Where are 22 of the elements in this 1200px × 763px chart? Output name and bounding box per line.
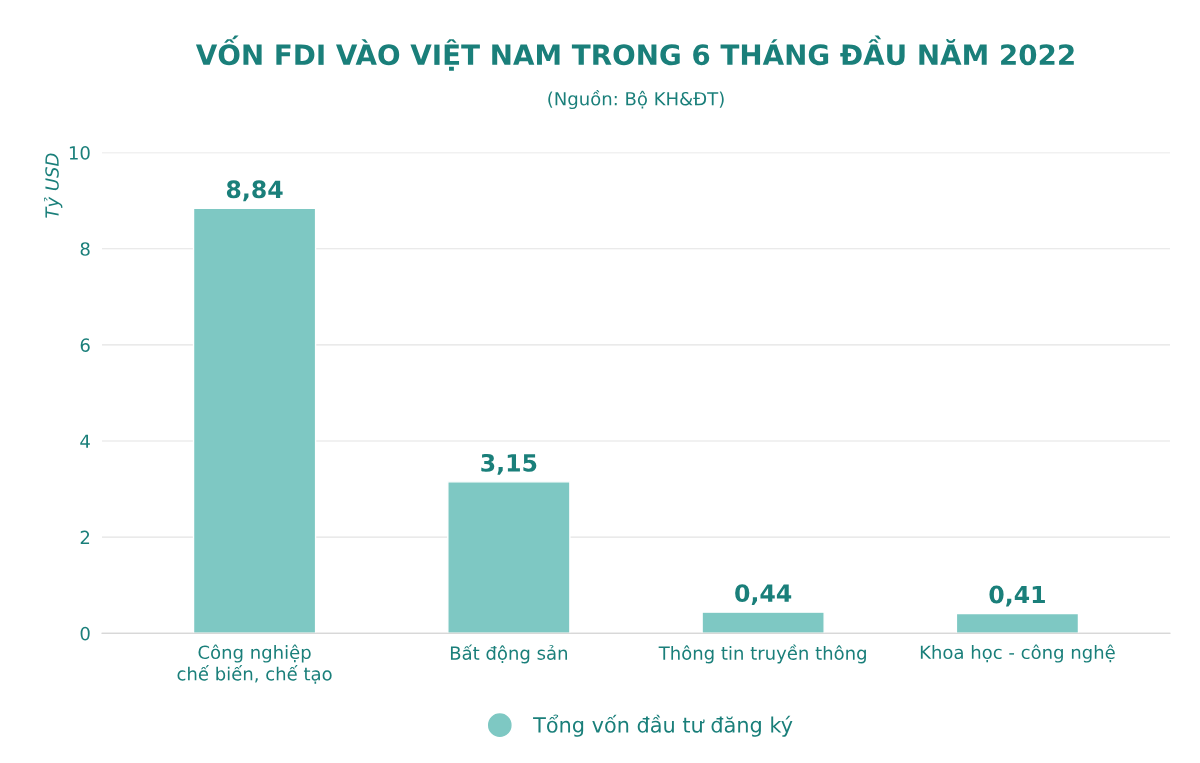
y-tick-label: 2 [80,530,90,545]
bar [955,612,1080,634]
chart-subtitle: (Nguồn: Bộ KH&ĐT) [548,90,724,110]
y-tick-label: 6 [80,338,90,352]
y-tick-label: 4 [80,434,90,448]
text: 8,84 [226,180,283,202]
bar [447,481,571,634]
chart-title: VỐN FDI VÀO VIỆT NAM TRONG 6 THÁNG ĐẦU NĂM 2022 [195,35,1074,71]
y-axis-title: Tỷ USD [43,153,63,218]
y-tick-label: 8 [80,242,90,256]
x-tick-label: Khoa học - công nghệ [920,644,1115,663]
text: 3,15 [481,453,537,475]
legend-label: Tổng vốn đầu tư đăng ký [533,714,793,737]
x-tick-label: Thông tin truyền thông [658,644,866,664]
y-tick-label: 0 [80,626,90,641]
y-tick-label: 10 [69,146,90,160]
bar [701,611,825,634]
text: 0,44 [735,584,792,606]
text: 0,41 [989,585,1045,607]
bar [192,207,317,634]
x-tick-label: Công nghiệp chế biến, chế tạo [177,644,332,684]
x-tick-label: Bất động sản [450,644,567,664]
